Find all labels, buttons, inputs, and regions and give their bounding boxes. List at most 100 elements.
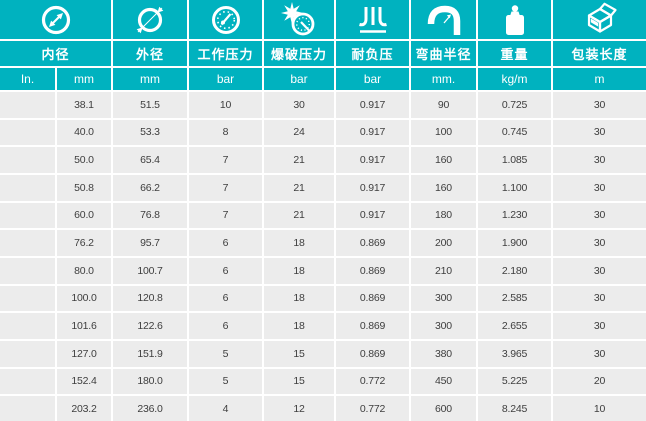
table-cell: 3.965 (477, 339, 553, 369)
table-cell (0, 91, 57, 120)
table-cell: 18 (263, 256, 336, 286)
table-cell: 236.0 (112, 395, 189, 421)
table-cell: 0.725 (477, 91, 553, 120)
table-cell: 152.4 (56, 367, 113, 397)
table-cell: 12 (263, 395, 336, 421)
table-cell: 30 (552, 91, 646, 120)
table-cell: 0.869 (335, 256, 411, 286)
column-label: 外径 (112, 40, 189, 68)
table-cell: 24 (263, 118, 336, 148)
table-cell: 300 (410, 312, 478, 341)
table-cell: 6 (188, 256, 264, 286)
table-cell: 30 (552, 312, 646, 341)
table-cell: 0.772 (335, 395, 411, 421)
weight-header-cell (477, 0, 553, 41)
inner-diameter-icon (41, 5, 70, 34)
table-cell: 30 (552, 339, 646, 369)
column-label: 爆破压力 (263, 40, 336, 68)
table-cell: 6 (188, 284, 264, 314)
unit-label: kg/m (477, 67, 553, 92)
table-cell: 160 (410, 146, 478, 175)
table-row: 76.2 95.7 6 18 0.869 200 1.900 30 (0, 229, 646, 258)
table-cell: 21 (263, 173, 336, 203)
working-pressure-header-cell (188, 0, 264, 41)
table-cell: 0.869 (335, 339, 411, 369)
table-cell: 5 (188, 339, 264, 369)
table-cell: 95.7 (112, 229, 189, 258)
column-label: 工作压力 (188, 40, 264, 68)
table-cell (0, 146, 57, 175)
table-cell: 20 (552, 367, 646, 397)
table-cell: 66.2 (112, 173, 189, 203)
table-cell: 127.0 (56, 339, 113, 369)
table-cell: 30 (552, 201, 646, 231)
table-cell: 0.869 (335, 229, 411, 258)
table-cell: 15 (263, 367, 336, 397)
bend-radius-header-cell (410, 0, 478, 41)
inner-diameter-header-cell (0, 0, 113, 41)
table-cell: 5 (188, 367, 264, 397)
table-cell (0, 395, 57, 421)
outer-diameter-header-cell (112, 0, 189, 41)
pressure-gauge-icon (211, 5, 240, 34)
table-body: 38.1 51.5 10 30 0.917 90 0.725 30 40.0 53.3 8 24 0.9… (0, 91, 646, 421)
table-cell: 0.869 (335, 284, 411, 314)
unit-label: mm. (410, 67, 478, 92)
table-cell: 80.0 (56, 256, 113, 286)
table-cell: 30 (263, 91, 336, 120)
table-cell: 53.3 (112, 118, 189, 148)
burst-pressure-header-cell (263, 0, 336, 41)
table-cell: 151.9 (112, 339, 189, 369)
table-cell: 18 (263, 312, 336, 341)
table-cell: 8 (188, 118, 264, 148)
table-cell: 10 (188, 91, 264, 120)
column-label: 弯曲半径 (410, 40, 478, 68)
table-cell: 18 (263, 229, 336, 258)
table-cell: 30 (552, 256, 646, 286)
table-cell: 21 (263, 201, 336, 231)
table-row: 60.0 76.8 7 21 0.917 180 1.230 30 (0, 201, 646, 231)
table-cell: 7 (188, 173, 264, 203)
table-cell: 380 (410, 339, 478, 369)
column-label: 重量 (477, 40, 553, 68)
table-cell: 160 (410, 173, 478, 203)
table-cell: 51.5 (112, 91, 189, 120)
table-row: 127.0 151.9 5 15 0.869 380 3.965 30 (0, 339, 646, 369)
table-row: 80.0 100.7 6 18 0.869 210 2.180 30 (0, 256, 646, 286)
unit-label: mm (56, 67, 113, 92)
table-row: 101.6 122.6 6 18 0.869 300 2.655 30 (0, 312, 646, 341)
table-cell: 1.900 (477, 229, 553, 258)
outer-diameter-icon (136, 6, 164, 33)
table-cell: 0.917 (335, 118, 411, 148)
table-cell: 101.6 (56, 312, 113, 341)
table-cell: 18 (263, 284, 336, 314)
table-row: 152.4 180.0 5 15 0.772 450 5.225 20 (0, 367, 646, 397)
table-cell: 65.4 (112, 146, 189, 175)
table-cell (0, 229, 57, 258)
vacuum-resistance-header-cell (335, 0, 411, 41)
table-cell: 4 (188, 395, 264, 421)
unit-label: m (552, 67, 646, 92)
table-row: 203.2 236.0 4 12 0.772 600 8.245 10 (0, 395, 646, 421)
table-cell: 2.180 (477, 256, 553, 286)
table-cell: 0.869 (335, 312, 411, 341)
table-cell: 76.8 (112, 201, 189, 231)
table-cell: 8.245 (477, 395, 553, 421)
table-cell: 180 (410, 201, 478, 231)
table-cell: 30 (552, 284, 646, 314)
label-header-row: 内径 外径 工作压力 爆破压力 耐负压 弯曲半径 重量 包装长度 (0, 40, 646, 68)
unit-label: In. (0, 67, 57, 92)
table-cell (0, 173, 57, 203)
table-cell: 210 (410, 256, 478, 286)
table-header: 内径 外径 工作压力 爆破压力 耐负压 弯曲半径 重量 包装长度 In. mm … (0, 0, 646, 92)
table-row: 100.0 120.8 6 18 0.869 300 2.585 30 (0, 284, 646, 314)
burst-gauge-icon (281, 1, 315, 35)
table-cell (0, 201, 57, 231)
table-cell: 6 (188, 229, 264, 258)
table-cell: 1.230 (477, 201, 553, 231)
unit-label: bar (263, 67, 336, 92)
table-cell: 300 (410, 284, 478, 314)
table-cell: 2.655 (477, 312, 553, 341)
